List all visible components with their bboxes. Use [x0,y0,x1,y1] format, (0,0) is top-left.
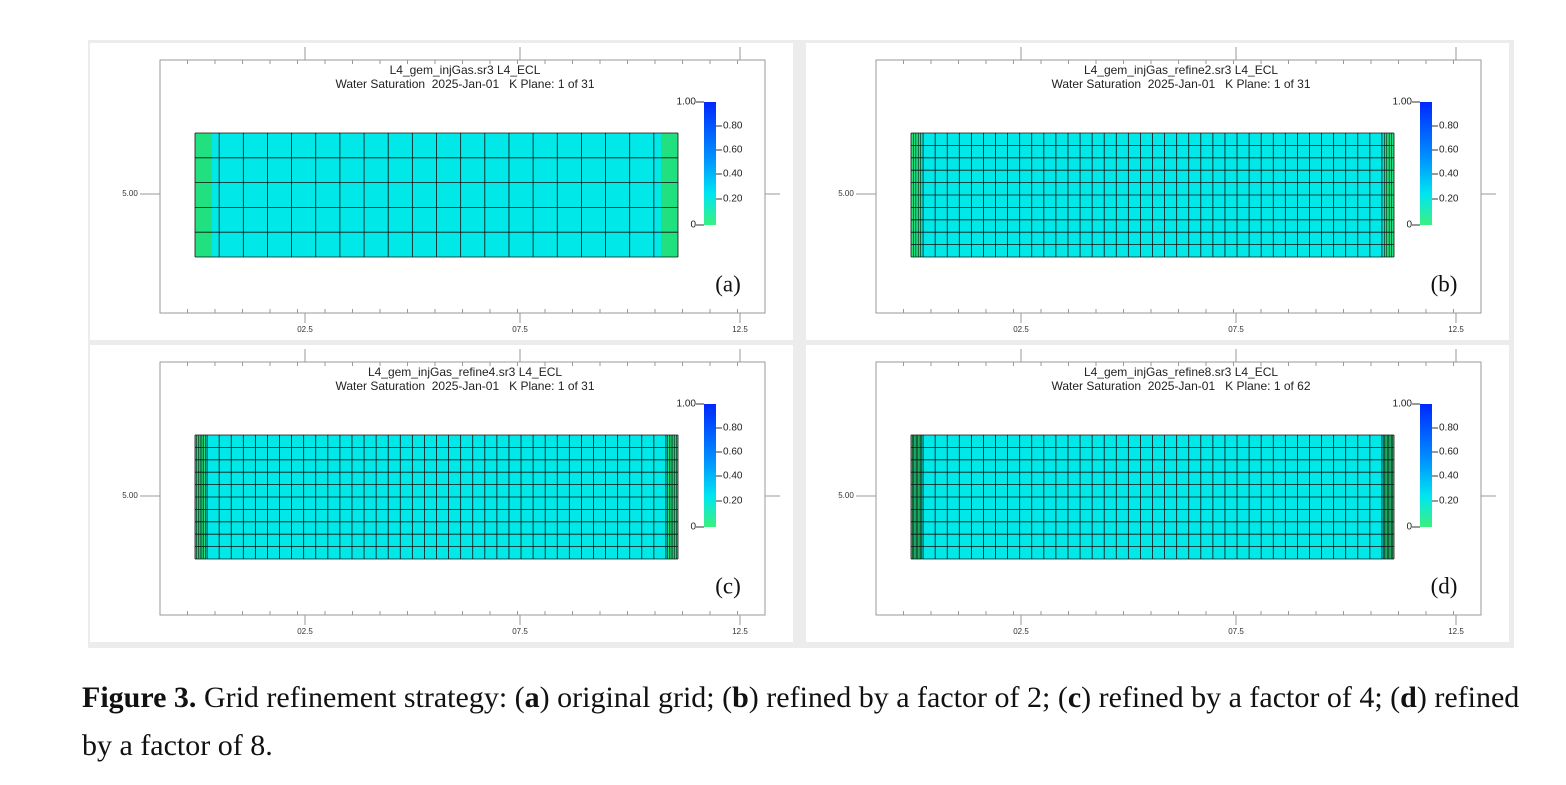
panel-title: L4_gem_injGas.sr3 L4_ECL [390,63,541,77]
colorbar-label: 0.80 [1439,121,1459,132]
colorbar-label: 0.60 [1439,145,1459,156]
y-tick-label: 5.00 [122,491,138,500]
x-tick-label: 12.5 [1448,627,1464,636]
caption-text: Grid refinement strategy: ( [196,681,525,714]
colorbar-label: 0.80 [723,423,743,434]
colorbar-label: 0.40 [723,471,743,482]
colorbar [704,102,716,225]
colorbar-label: 0.80 [723,121,743,132]
caption-text: a [524,681,540,714]
panel-label: (c) [715,573,741,598]
caption: Figure 3. Grid refinement strategy: (a) … [82,674,1542,770]
x-tick-label: 07.5 [1228,627,1244,636]
x-tick-label: 02.5 [1013,627,1029,636]
panel-subtitle: Water Saturation 2025-Jan-01 K Plane: 1 … [1051,379,1310,393]
y-tick-label: 5.00 [838,189,854,198]
caption-text: d [1400,681,1417,714]
colorbar-label: 0.40 [1439,169,1459,180]
panel-subtitle: Water Saturation 2025-Jan-01 K Plane: 1 … [1051,77,1310,91]
figure: L4_gem_injGas.sr3 L4_ECL Water Saturation… [88,40,1514,648]
edge-cells [660,133,678,257]
x-tick-label: 07.5 [512,325,528,334]
colorbar-label: 1.00 [677,399,697,410]
colorbar-label: 0.20 [723,194,743,205]
x-tick-label: 12.5 [732,627,748,636]
x-tick-label: 12.5 [1448,325,1464,334]
x-tick-label: 12.5 [732,325,748,334]
colorbar-label: 1.00 [677,97,697,108]
colorbar-label: 0.60 [723,447,743,458]
colorbar-label: 0.20 [1439,496,1459,507]
colorbar-label: 0 [1406,220,1412,231]
x-tick-label: 02.5 [297,627,313,636]
x-tick-label: 02.5 [297,325,313,334]
panel-title: L4_gem_injGas_refine8.sr3 L4_ECL [1084,365,1278,379]
caption-text: ) refined by a factor of 4; ( [1081,681,1401,714]
panel-label: (d) [1431,573,1458,598]
colorbar-label: 0.40 [1439,471,1459,482]
panel-title: L4_gem_injGas_refine2.sr3 L4_ECL [1084,63,1278,77]
colorbar-label: 0 [690,522,696,533]
colorbar-label: 1.00 [1393,97,1413,108]
caption-text: ) refined by a factor of 2; ( [748,681,1068,714]
colorbar-label: 0.40 [723,169,743,180]
colorbar [1420,102,1432,225]
caption-text: ) original grid; ( [539,681,733,714]
x-tick-label: 02.5 [1013,325,1029,334]
colorbar-label: 0 [1406,522,1412,533]
colorbar-label: 0.60 [1439,447,1459,458]
caption-text: Figure 3. [82,681,197,714]
y-tick-label: 5.00 [838,491,854,500]
caption-text: ) refined by a factor of 8. [82,681,1527,762]
colorbar-label: 0.60 [723,145,743,156]
panel-label: (a) [715,271,741,296]
colorbar-label: 1.00 [1393,399,1413,410]
colorbar [1420,404,1432,527]
panel-label: (b) [1431,271,1458,296]
caption-text: c [1067,681,1082,714]
panel-title: L4_gem_injGas_refine4.sr3 L4_ECL [368,365,562,379]
y-tick-label: 5.00 [122,189,138,198]
x-tick-label: 07.5 [1228,325,1244,334]
colorbar [704,404,716,527]
colorbar-label: 0.20 [723,496,743,507]
x-tick-label: 07.5 [512,627,528,636]
colorbar-label: 0 [690,220,696,231]
colorbar-label: 0.20 [1439,194,1459,205]
caption-text: b [732,681,749,714]
edge-cells [195,133,213,257]
colorbar-label: 0.80 [1439,423,1459,434]
panel-subtitle: Water Saturation 2025-Jan-01 K Plane: 1 … [335,379,594,393]
panel-subtitle: Water Saturation 2025-Jan-01 K Plane: 1 … [335,77,594,91]
